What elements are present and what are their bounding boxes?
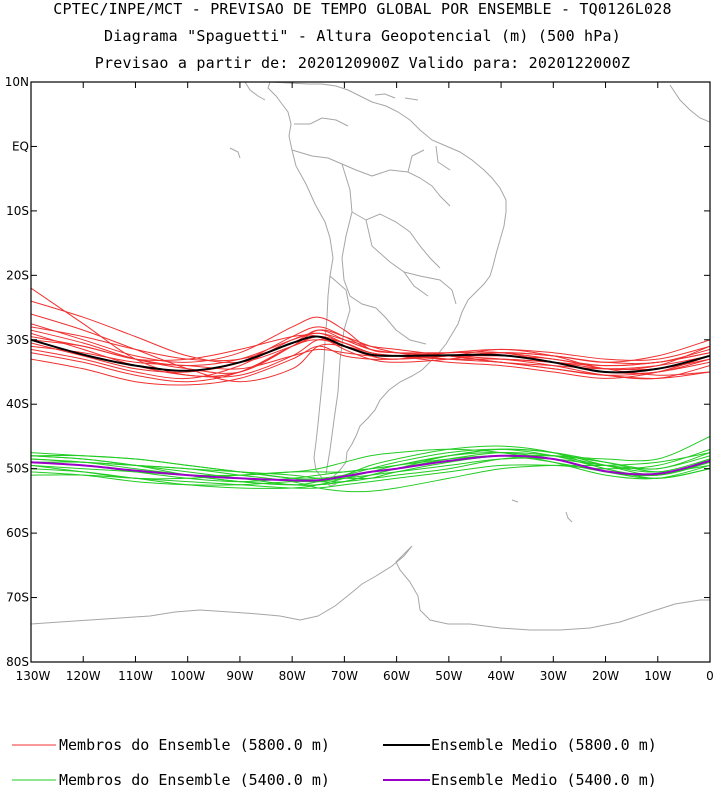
series-line-mean-5800-0 <box>31 335 710 374</box>
member-line-members-5800-9 <box>31 326 710 380</box>
x-tick-label: 100W <box>170 669 205 683</box>
chart-title-line-3: Previsao a partir de: 2020120900Z Valido… <box>94 54 631 72</box>
x-tick-label: 80W <box>279 669 306 683</box>
legend-label-mean-5800: Ensemble Medio (5800.0 m) <box>431 736 657 754</box>
series-layer <box>31 287 710 493</box>
member-line-members-5800-11 <box>31 345 710 370</box>
south-america-coastline <box>267 82 507 487</box>
y-tick-label: 10N <box>5 75 29 89</box>
plot-frame <box>30 81 711 663</box>
y-tick-label: 50S <box>6 462 29 476</box>
chart-title-line-2: Diagrama "Spaguetti" - Altura Geopotenci… <box>104 27 621 45</box>
coastline-map <box>31 82 710 631</box>
y-tick-label: 70S <box>6 591 29 605</box>
x-tick-label: 10W <box>644 669 671 683</box>
member-line-members-5400-17 <box>31 448 710 480</box>
member-line-members-5400-24 <box>31 448 710 480</box>
y-tick-label: 40S <box>6 397 29 411</box>
member-line-members-5800-12 <box>31 313 710 383</box>
y-tick-label: 30S <box>6 333 29 347</box>
member-line-members-5800-10 <box>31 326 710 374</box>
x-tick-label: 90W <box>226 669 253 683</box>
y-tick-label: 60S <box>6 526 29 540</box>
south-sandwich-islands <box>511 499 573 523</box>
y-tick-label: EQ <box>12 139 29 153</box>
x-tick-label: 20W <box>592 669 619 683</box>
x-tick-label: 40W <box>488 669 515 683</box>
x-tick-label: 0 <box>706 669 714 683</box>
member-line-members-5800-14 <box>31 287 710 377</box>
member-line-members-5400-27 <box>31 455 710 483</box>
central-america-coastline <box>229 82 710 159</box>
legend-label-mean-5400: Ensemble Medio (5400.0 m) <box>431 771 657 789</box>
x-tick-label: 60W <box>383 669 410 683</box>
series-line-mean-5400-1 <box>31 454 710 482</box>
x-tick-label: 110W <box>118 669 153 683</box>
x-tick-label: 130W <box>16 669 51 683</box>
country-borders <box>291 117 457 475</box>
legend-label-members-5400: Membros do Ensemble (5400.0 m) <box>59 771 330 789</box>
chart-title-line-1: CPTEC/INPE/MCT - PREVISAO DE TEMPO GLOBA… <box>53 0 672 18</box>
x-tick-label: 120W <box>66 669 101 683</box>
legend: Membros do Ensemble (5800.0 m) Ensemble … <box>12 736 657 789</box>
legend-label-members-5800: Membros do Ensemble (5800.0 m) <box>59 736 330 754</box>
y-tick-label: 20S <box>6 268 29 282</box>
member-line-members-5800-13 <box>31 332 710 370</box>
x-tick-label: 70W <box>331 669 358 683</box>
member-line-members-5400-28 <box>31 435 710 483</box>
x-tick-label: 50W <box>435 669 462 683</box>
y-tick-label: 10S <box>6 204 29 218</box>
member-line-members-5400-16 <box>31 448 710 486</box>
member-line-members-5800-5 <box>31 345 710 386</box>
member-line-members-5400-20 <box>31 448 710 480</box>
x-tick-label: 30W <box>540 669 567 683</box>
antarctica-coastline <box>31 545 710 631</box>
axis-ticks: 130W 120W 110W 100W 90W 80W 70W 60W 50W 40W 30W 20W… <box>5 75 714 683</box>
y-tick-label: 80S <box>6 655 29 669</box>
